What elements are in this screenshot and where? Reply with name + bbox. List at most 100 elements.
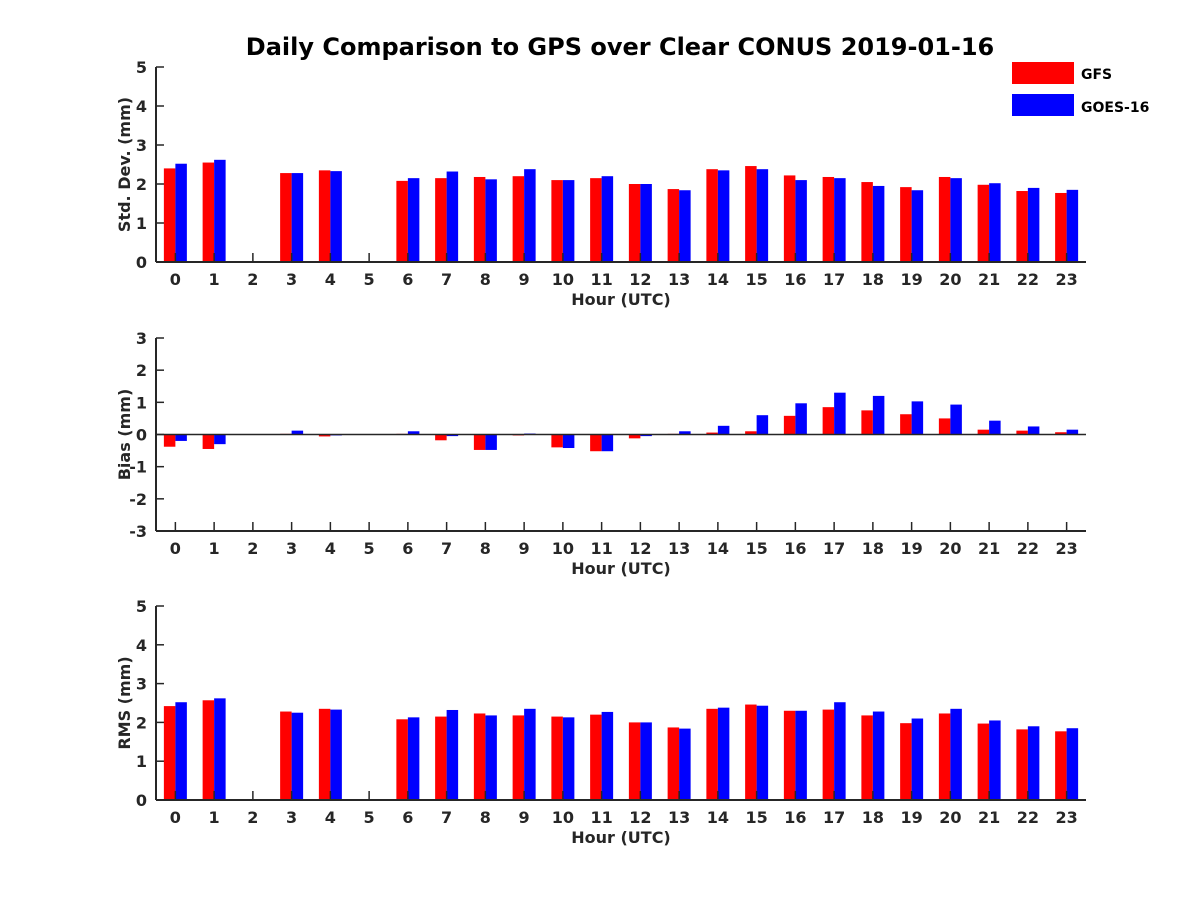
bar-stddev-goes16-10: [562, 180, 575, 262]
xtick-label-bias: 18: [862, 539, 884, 558]
xlabel-bias: Hour (UTC): [571, 559, 671, 578]
bar-bias-gfs-20: [938, 418, 951, 435]
ytick-label-stddev: 3: [136, 136, 147, 155]
xtick-label-stddev: 20: [939, 270, 961, 289]
bar-rms-goes16-17: [834, 702, 846, 800]
bar-rms-goes16-23: [1066, 728, 1079, 800]
xlabel-rms: Hour (UTC): [571, 828, 671, 847]
bar-stddev-gfs-6: [396, 180, 408, 262]
bar-rms-goes16-15: [756, 705, 769, 800]
bar-bias-goes16-10: [562, 434, 575, 449]
bar-rms-gfs-4: [318, 708, 331, 800]
bar-rms-goes16-22: [1027, 726, 1040, 800]
bar-bias-goes16-13: [679, 431, 691, 435]
xtick-label-rms: 18: [862, 808, 884, 827]
xtick-label-bias: 16: [784, 539, 806, 558]
xtick-label-bias: 9: [519, 539, 530, 558]
bar-rms-gfs-9: [512, 715, 525, 800]
bar-rms-goes16-6: [407, 717, 420, 800]
xtick-label-bias: 13: [668, 539, 690, 558]
bar-rms-goes16-14: [717, 707, 730, 800]
xtick-label-bias: 23: [1055, 539, 1077, 558]
xtick-label-bias: 10: [552, 539, 574, 558]
bar-stddev-gfs-16: [783, 175, 796, 262]
xtick-label-stddev: 13: [668, 270, 690, 289]
legend-swatch-goes16: [1012, 94, 1074, 116]
xtick-label-bias: 15: [745, 539, 767, 558]
xtick-label-stddev: 11: [590, 270, 612, 289]
bar-bias-gfs-15: [745, 431, 757, 435]
ylabel-stddev: Std. Dev. (mm): [115, 97, 134, 232]
bar-stddev-goes16-22: [1027, 187, 1040, 262]
ytick-label-bias: -3: [129, 522, 147, 541]
bar-rms-goes16-18: [872, 711, 885, 800]
bar-rms-goes16-21: [989, 720, 1001, 800]
bar-bias-goes16-12: [640, 434, 652, 437]
xtick-label-bias: 17: [823, 539, 845, 558]
bar-rms-gfs-10: [551, 716, 563, 800]
bar-stddev-goes16-14: [717, 170, 730, 262]
ytick-label-rms: 1: [136, 752, 147, 771]
xtick-label-stddev: 2: [247, 270, 258, 289]
bar-stddev-goes16-20: [950, 178, 962, 262]
bar-bias-goes16-6: [407, 431, 420, 435]
bar-bias-goes16-3: [291, 430, 304, 435]
xtick-label-rms: 1: [209, 808, 220, 827]
bar-bias-gfs-1: [202, 434, 215, 449]
bar-rms-goes16-11: [601, 711, 614, 800]
bar-rms-gfs-15: [745, 704, 757, 800]
bar-bias-goes16-19: [911, 401, 924, 435]
bar-rms-goes16-3: [291, 712, 304, 800]
xtick-label-rms: 12: [629, 808, 651, 827]
bar-rms-gfs-20: [938, 713, 951, 800]
xtick-label-stddev: 10: [552, 270, 574, 289]
xtick-label-stddev: 14: [707, 270, 729, 289]
chart-title: Daily Comparison to GPS over Clear CONUS…: [246, 33, 994, 61]
xtick-label-stddev: 21: [978, 270, 1000, 289]
xtick-label-stddev: 19: [900, 270, 922, 289]
xtick-label-rms: 14: [707, 808, 729, 827]
xtick-label-rms: 10: [552, 808, 574, 827]
bar-stddev-goes16-16: [795, 180, 807, 262]
bar-stddev-goes16-21: [989, 183, 1001, 262]
ytick-label-bias: 2: [136, 361, 147, 380]
bar-rms-gfs-22: [1016, 729, 1028, 800]
bar-stddev-goes16-11: [601, 176, 614, 262]
xtick-label-rms: 15: [745, 808, 767, 827]
bar-stddev-gfs-8: [473, 176, 486, 262]
legend-swatch-gfs: [1012, 62, 1074, 84]
bar-rms-gfs-18: [861, 715, 873, 800]
xtick-label-rms: 13: [668, 808, 690, 827]
bar-rms-goes16-7: [446, 709, 459, 800]
xlabel-stddev: Hour (UTC): [571, 290, 671, 309]
xtick-label-rms: 16: [784, 808, 806, 827]
xtick-label-stddev: 15: [745, 270, 767, 289]
bar-stddev-goes16-0: [175, 163, 187, 262]
bar-bias-goes16-20: [950, 404, 962, 435]
xtick-label-stddev: 5: [364, 270, 375, 289]
bar-bias-goes16-21: [989, 420, 1001, 435]
bar-stddev-gfs-14: [706, 169, 718, 262]
bar-rms-gfs-11: [590, 714, 602, 800]
bar-rms-goes16-16: [795, 710, 807, 800]
xtick-label-bias: 19: [900, 539, 922, 558]
bar-rms-gfs-19: [900, 723, 912, 800]
xtick-label-bias: 8: [480, 539, 491, 558]
bar-rms-gfs-16: [783, 710, 796, 800]
xtick-label-rms: 4: [325, 808, 336, 827]
bar-bias-gfs-19: [900, 414, 912, 435]
legend: GFS GOES-16: [1012, 62, 1149, 116]
bar-stddev-goes16-12: [640, 184, 652, 262]
bar-bias-gfs-23: [1055, 432, 1067, 435]
xtick-label-rms: 3: [286, 808, 297, 827]
ylabel-bias: Bias (mm): [115, 389, 134, 481]
bar-rms-goes16-20: [950, 708, 962, 800]
bar-bias-goes16-14: [717, 425, 730, 435]
xtick-label-rms: 5: [364, 808, 375, 827]
bar-stddev-goes16-23: [1066, 189, 1079, 262]
xtick-label-rms: 21: [978, 808, 1000, 827]
